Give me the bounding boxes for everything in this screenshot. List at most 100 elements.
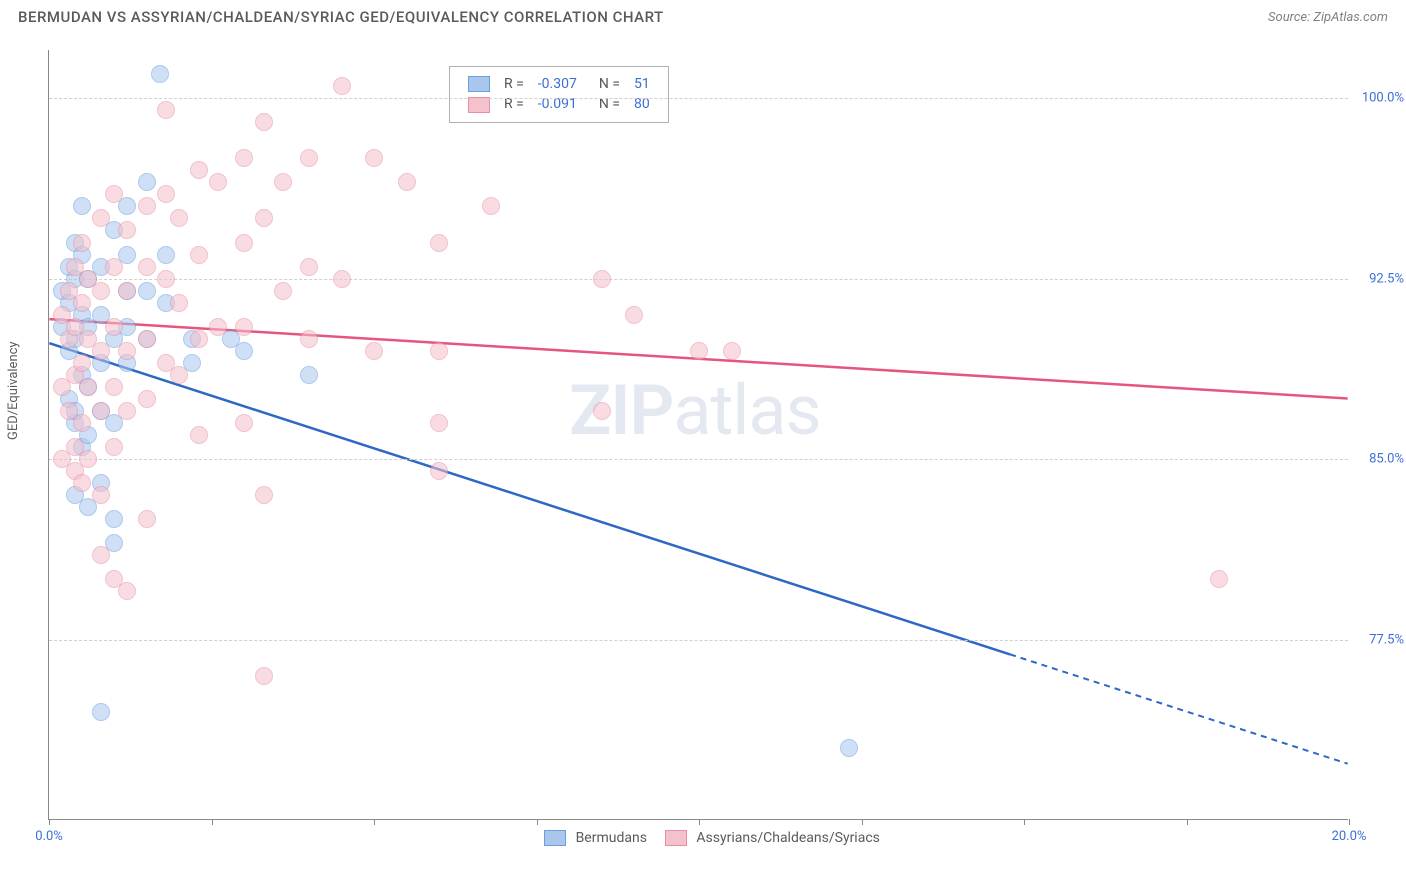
data-point: [118, 582, 136, 600]
data-point: [300, 366, 318, 384]
legend-swatch: [468, 76, 490, 92]
x-tick: [862, 819, 863, 825]
data-point: [398, 173, 416, 191]
data-point: [209, 318, 227, 336]
grid-line: [49, 279, 1348, 280]
data-point: [274, 173, 292, 191]
data-point: [235, 149, 253, 167]
x-tick: [212, 819, 213, 825]
data-point: [235, 234, 253, 252]
data-point: [118, 282, 136, 300]
data-point: [92, 209, 110, 227]
x-tick: [1349, 819, 1350, 825]
data-point: [73, 354, 91, 372]
data-point: [105, 318, 123, 336]
data-point: [333, 77, 351, 95]
data-point: [300, 258, 318, 276]
data-point: [430, 234, 448, 252]
data-point: [300, 149, 318, 167]
grid-line: [49, 98, 1348, 99]
correlation-legend: R =-0.307N =51R =-0.091N =80: [449, 66, 669, 123]
data-point: [190, 161, 208, 179]
data-point: [138, 330, 156, 348]
chart-header: BERMUDAN VS ASSYRIAN/CHALDEAN/SYRIAC GED…: [0, 0, 1406, 34]
data-point: [79, 378, 97, 396]
x-tick: [49, 819, 50, 825]
series-legend: Bermudans Assyrians/Chaldeans/Syriacs: [0, 830, 1406, 846]
data-point: [73, 234, 91, 252]
y-tick-label: 92.5%: [1369, 271, 1404, 286]
data-point: [625, 306, 643, 324]
data-point: [157, 185, 175, 203]
y-tick-label: 85.0%: [1369, 452, 1404, 467]
y-tick-label: 100.0%: [1362, 91, 1404, 106]
legend-series-name: Assyrians/Chaldeans/Syriacs: [693, 830, 880, 846]
data-point: [105, 258, 123, 276]
data-point: [105, 438, 123, 456]
data-point: [138, 173, 156, 191]
data-point: [118, 402, 136, 420]
data-point: [209, 173, 227, 191]
data-point: [73, 294, 91, 312]
data-point: [170, 366, 188, 384]
data-point: [300, 330, 318, 348]
data-point: [92, 546, 110, 564]
data-point: [430, 414, 448, 432]
data-point: [138, 258, 156, 276]
y-tick-label: 77.5%: [1369, 632, 1404, 647]
data-point: [92, 486, 110, 504]
data-point: [105, 185, 123, 203]
data-point: [92, 342, 110, 360]
data-point: [482, 197, 500, 215]
chart-container: GED/Equivalency ZIPatlas R =-0.307N =51R…: [0, 40, 1406, 850]
plot-area: ZIPatlas R =-0.307N =51R =-0.091N =80 77…: [48, 50, 1348, 820]
data-point: [235, 318, 253, 336]
data-point: [138, 197, 156, 215]
legend-swatch: [544, 830, 566, 846]
data-point: [255, 486, 273, 504]
chart-title: BERMUDAN VS ASSYRIAN/CHALDEAN/SYRIAC GED…: [18, 8, 664, 26]
data-point: [118, 221, 136, 239]
data-point: [73, 414, 91, 432]
x-tick: [374, 819, 375, 825]
data-point: [690, 342, 708, 360]
data-point: [255, 667, 273, 685]
data-point: [593, 270, 611, 288]
data-point: [138, 510, 156, 528]
data-point: [92, 402, 110, 420]
data-point: [138, 390, 156, 408]
data-point: [430, 462, 448, 480]
grid-line: [49, 459, 1348, 460]
data-point: [255, 113, 273, 131]
legend-swatch: [665, 830, 687, 846]
data-point: [170, 294, 188, 312]
data-point: [157, 270, 175, 288]
legend-n-label: N =: [585, 75, 626, 93]
data-point: [430, 342, 448, 360]
data-point: [92, 282, 110, 300]
data-point: [365, 342, 383, 360]
data-point: [73, 474, 91, 492]
x-tick: [537, 819, 538, 825]
x-tick: [1024, 819, 1025, 825]
watermark-zip: ZIP: [569, 370, 673, 452]
data-point: [840, 739, 858, 757]
data-point: [1210, 570, 1228, 588]
data-point: [157, 246, 175, 264]
data-point: [138, 282, 156, 300]
data-point: [157, 101, 175, 119]
data-point: [118, 342, 136, 360]
data-point: [190, 426, 208, 444]
trend-line-extrapolated: [1010, 654, 1348, 763]
data-point: [105, 378, 123, 396]
data-point: [255, 209, 273, 227]
legend-n-value: 51: [628, 75, 656, 93]
data-point: [105, 510, 123, 528]
data-point: [235, 342, 253, 360]
trend-line: [49, 343, 1010, 654]
watermark-atlas: atlas: [673, 370, 820, 452]
x-tick: [1187, 819, 1188, 825]
data-point: [151, 65, 169, 83]
data-point: [235, 414, 253, 432]
data-point: [73, 197, 91, 215]
